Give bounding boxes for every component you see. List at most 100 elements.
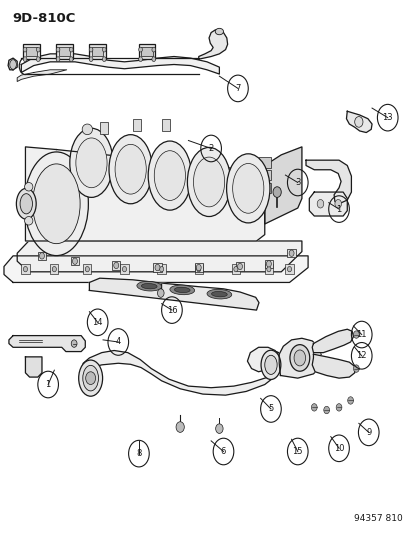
Circle shape xyxy=(56,57,60,62)
Circle shape xyxy=(335,403,341,411)
Bar xyxy=(139,44,155,59)
Ellipse shape xyxy=(148,141,191,210)
Text: 14: 14 xyxy=(92,318,103,327)
Circle shape xyxy=(152,57,155,62)
Text: 6: 6 xyxy=(220,447,225,456)
Circle shape xyxy=(23,266,27,272)
Circle shape xyxy=(353,331,358,338)
Circle shape xyxy=(266,266,270,272)
Bar xyxy=(59,47,70,56)
Ellipse shape xyxy=(293,350,305,366)
Text: 8: 8 xyxy=(136,449,141,458)
Bar xyxy=(287,249,295,257)
Bar xyxy=(38,252,46,260)
Circle shape xyxy=(323,406,329,414)
Text: 3: 3 xyxy=(294,178,300,187)
Circle shape xyxy=(138,57,142,62)
Text: 11: 11 xyxy=(356,330,366,339)
Ellipse shape xyxy=(261,350,280,379)
Ellipse shape xyxy=(187,148,230,216)
Circle shape xyxy=(287,266,291,272)
Bar xyxy=(23,44,40,59)
Text: 10: 10 xyxy=(333,444,344,453)
Circle shape xyxy=(122,266,126,272)
Ellipse shape xyxy=(10,60,17,69)
Circle shape xyxy=(233,266,237,272)
Bar xyxy=(133,119,141,131)
Circle shape xyxy=(353,365,358,372)
Text: 4: 4 xyxy=(115,337,121,346)
Ellipse shape xyxy=(169,285,194,295)
Circle shape xyxy=(215,424,223,433)
Circle shape xyxy=(23,47,27,52)
Bar xyxy=(89,44,106,59)
Circle shape xyxy=(72,258,77,264)
Ellipse shape xyxy=(24,216,33,225)
Ellipse shape xyxy=(82,124,92,135)
Circle shape xyxy=(176,422,184,432)
Ellipse shape xyxy=(141,284,157,289)
Circle shape xyxy=(39,253,44,259)
Circle shape xyxy=(23,57,27,62)
Polygon shape xyxy=(9,336,85,352)
Circle shape xyxy=(288,250,293,256)
Circle shape xyxy=(102,57,106,62)
Ellipse shape xyxy=(226,154,269,223)
Text: 9: 9 xyxy=(365,428,370,437)
Ellipse shape xyxy=(20,193,32,214)
Bar xyxy=(264,260,272,268)
Ellipse shape xyxy=(33,164,80,244)
Text: 15: 15 xyxy=(292,447,302,456)
Circle shape xyxy=(69,47,73,52)
Ellipse shape xyxy=(24,182,33,191)
Ellipse shape xyxy=(193,157,224,207)
Circle shape xyxy=(159,266,163,272)
Bar xyxy=(92,47,103,56)
Ellipse shape xyxy=(206,289,231,299)
Circle shape xyxy=(89,47,93,52)
Bar xyxy=(235,262,244,271)
Ellipse shape xyxy=(109,135,152,204)
Circle shape xyxy=(237,263,242,270)
Circle shape xyxy=(196,264,201,271)
Bar xyxy=(56,44,73,59)
Circle shape xyxy=(316,199,323,208)
Polygon shape xyxy=(21,54,219,74)
Bar xyxy=(157,264,165,274)
Text: 1: 1 xyxy=(336,205,341,214)
Ellipse shape xyxy=(83,366,98,391)
Polygon shape xyxy=(4,256,307,282)
Ellipse shape xyxy=(211,292,227,297)
Text: 7: 7 xyxy=(235,84,240,93)
Bar xyxy=(194,263,202,272)
Bar xyxy=(231,264,240,274)
Bar xyxy=(153,263,161,272)
Bar xyxy=(26,47,37,56)
Polygon shape xyxy=(17,241,301,272)
Circle shape xyxy=(152,47,155,52)
Bar xyxy=(194,264,202,274)
Circle shape xyxy=(138,47,142,52)
Circle shape xyxy=(56,47,60,52)
Bar xyxy=(50,264,58,274)
Bar xyxy=(141,47,152,56)
Polygon shape xyxy=(311,329,353,353)
Text: 12: 12 xyxy=(356,351,366,360)
Text: 5: 5 xyxy=(268,405,273,414)
Ellipse shape xyxy=(264,356,276,374)
Bar xyxy=(83,264,91,274)
Ellipse shape xyxy=(115,144,146,194)
Text: 16: 16 xyxy=(166,305,177,314)
Polygon shape xyxy=(198,30,227,59)
Text: 1: 1 xyxy=(45,380,51,389)
Circle shape xyxy=(36,47,40,52)
Circle shape xyxy=(36,57,40,62)
Bar xyxy=(264,264,272,274)
Polygon shape xyxy=(278,338,321,378)
Circle shape xyxy=(354,117,362,127)
Ellipse shape xyxy=(137,281,161,291)
Bar xyxy=(21,264,29,274)
Circle shape xyxy=(347,397,353,404)
Ellipse shape xyxy=(78,360,102,396)
Text: 13: 13 xyxy=(382,113,392,122)
